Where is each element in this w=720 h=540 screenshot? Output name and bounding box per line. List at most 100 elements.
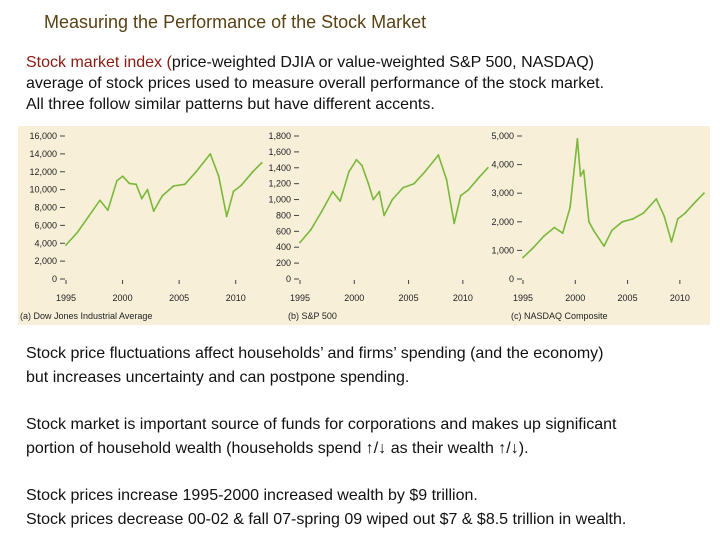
y-tick-label: 1,800	[268, 131, 291, 141]
intro-line-3: All three follow similar patterns but ha…	[26, 96, 435, 113]
y-tick-label: 0	[286, 274, 291, 284]
data-point	[140, 197, 143, 200]
data-point	[467, 189, 470, 191]
y-tick-label: 200	[276, 258, 291, 268]
data-point	[676, 218, 679, 220]
series-line	[65, 153, 263, 246]
y-tick-label: 1,200	[268, 179, 291, 189]
data-point	[413, 182, 415, 185]
x-tick-label: 1995	[56, 293, 76, 303]
paragraph-line: Stock market is important source of fund…	[26, 416, 617, 433]
y-tick-label: 1,600	[268, 147, 291, 157]
paragraph-fluctuations: Stock price fluctuations affect househol…	[26, 342, 710, 390]
data-point	[561, 232, 564, 235]
y-tick-label: 2,000	[491, 217, 514, 227]
y-tick-label: 6,000	[34, 220, 57, 230]
data-point	[684, 212, 686, 215]
intro-highlight: Stock market index (	[26, 54, 172, 71]
y-tick-label: 8,000	[34, 203, 57, 213]
slide-title: Measuring the Performance of the Stock M…	[44, 12, 427, 32]
data-point	[423, 170, 426, 173]
y-tick-label: 4,000	[491, 160, 514, 170]
y-tick-label: 12,000	[29, 167, 57, 177]
y-tick-label: 3,000	[491, 188, 514, 198]
data-point	[642, 212, 645, 215]
y-tick-label: 600	[276, 226, 291, 236]
paragraph-line: Stock prices decrease 00-02 & fall 07-sp…	[26, 511, 627, 528]
data-point	[146, 188, 149, 191]
stock-index-charts: 0 2,000 4,000 6,000 8,000 10,000 12,000 14,000 1…	[20, 131, 705, 321]
x-tick-label: 2005	[618, 293, 638, 303]
data-point	[172, 185, 175, 187]
data-point	[232, 190, 235, 193]
data-point	[339, 200, 342, 203]
series-line	[522, 138, 705, 259]
data-point	[532, 246, 535, 249]
paragraph-wealth: Stock prices increase 1995-2000 increase…	[26, 484, 710, 532]
data-point	[367, 182, 370, 185]
data-point	[347, 170, 350, 173]
data-point	[603, 245, 605, 248]
data-point	[355, 158, 358, 161]
data-point	[87, 215, 90, 218]
data-point	[152, 210, 155, 212]
paragraph-line: but increases uncertainty and can postpo…	[26, 369, 410, 386]
data-point	[299, 241, 301, 244]
x-tick-label: 1995	[290, 293, 310, 303]
data-point	[383, 214, 386, 217]
paragraph-line: Stock prices increase 1995-2000 increase…	[26, 487, 478, 504]
data-point	[183, 183, 186, 186]
data-point	[209, 152, 212, 155]
y-tick-label: 10,000	[29, 185, 57, 195]
data-point	[459, 194, 462, 197]
data-point	[135, 183, 138, 186]
data-point	[522, 256, 524, 259]
data-point	[99, 199, 101, 202]
y-tick-label: 1,000	[491, 245, 514, 255]
data-point	[670, 240, 673, 243]
data-point	[553, 226, 556, 229]
data-point	[116, 179, 118, 182]
data-point	[655, 198, 658, 200]
data-point	[486, 166, 489, 169]
data-point	[391, 198, 394, 201]
y-tick-label: 5,000	[491, 131, 514, 141]
y-tick-label: 1,000	[268, 195, 291, 205]
x-tick-label: 2005	[169, 293, 189, 303]
data-point	[65, 244, 67, 246]
data-point	[121, 175, 124, 178]
data-point	[76, 231, 79, 234]
data-point	[576, 137, 579, 140]
data-point	[437, 154, 440, 156]
data-point	[445, 178, 448, 181]
data-point	[543, 235, 545, 237]
panel-label: (b) S&P 500	[288, 311, 337, 321]
data-point	[610, 229, 613, 232]
data-point	[331, 190, 334, 193]
data-point	[251, 170, 254, 173]
data-point	[694, 200, 697, 203]
paragraph-funds: Stock market is important source of fund…	[26, 413, 710, 461]
x-tick-label: 2010	[670, 293, 690, 303]
series-line	[299, 154, 489, 244]
data-point	[309, 228, 312, 231]
data-point	[240, 184, 243, 187]
panel-label: (c) NASDAQ Composite	[511, 311, 608, 321]
data-point	[631, 218, 634, 220]
intro-line-1: Stock market index (price-weighted DJIA …	[26, 52, 710, 73]
data-point	[569, 206, 571, 209]
data-point	[161, 194, 164, 197]
data-point	[106, 209, 109, 212]
data-point	[621, 220, 624, 223]
y-tick-label: 400	[276, 242, 291, 252]
y-tick-label: 0	[509, 274, 514, 284]
data-point	[372, 198, 375, 201]
x-tick-label: 2000	[344, 293, 364, 303]
data-point	[592, 229, 595, 232]
paragraph-line: portion of household wealth (households …	[26, 440, 529, 457]
data-point	[195, 170, 198, 173]
x-tick-label: 2010	[453, 293, 473, 303]
y-tick-label: 1,400	[268, 163, 291, 173]
data-point	[663, 215, 666, 217]
data-point	[225, 215, 228, 218]
